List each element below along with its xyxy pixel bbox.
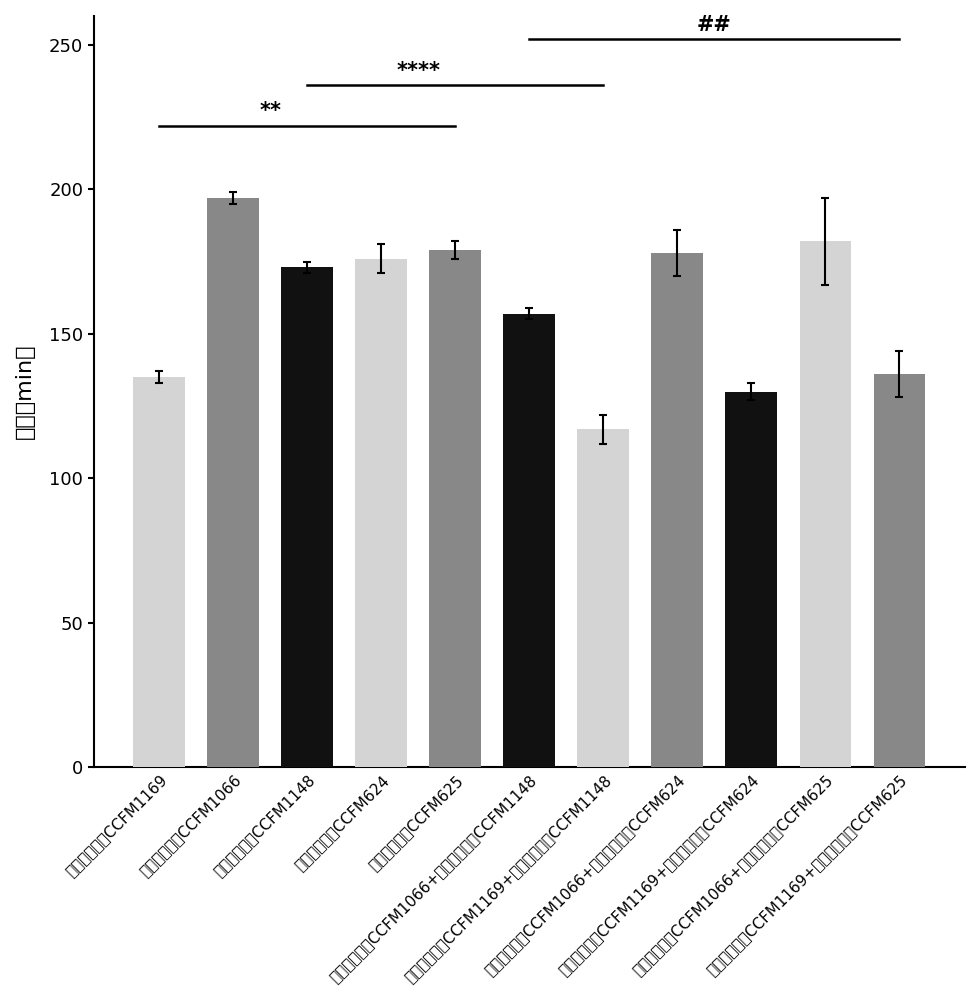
Bar xyxy=(133,377,185,767)
Text: **: ** xyxy=(259,101,281,121)
Bar xyxy=(725,392,777,767)
Bar xyxy=(429,250,481,767)
Text: ****: **** xyxy=(396,61,440,81)
Bar xyxy=(577,429,629,767)
Bar xyxy=(504,314,556,767)
Bar xyxy=(800,241,852,767)
Bar xyxy=(207,198,259,767)
Bar xyxy=(281,267,333,767)
Bar xyxy=(356,259,407,767)
Bar xyxy=(873,374,925,767)
Bar xyxy=(652,253,704,767)
Text: ##: ## xyxy=(697,15,732,35)
Y-axis label: 代时（min）: 代时（min） xyxy=(15,344,35,439)
